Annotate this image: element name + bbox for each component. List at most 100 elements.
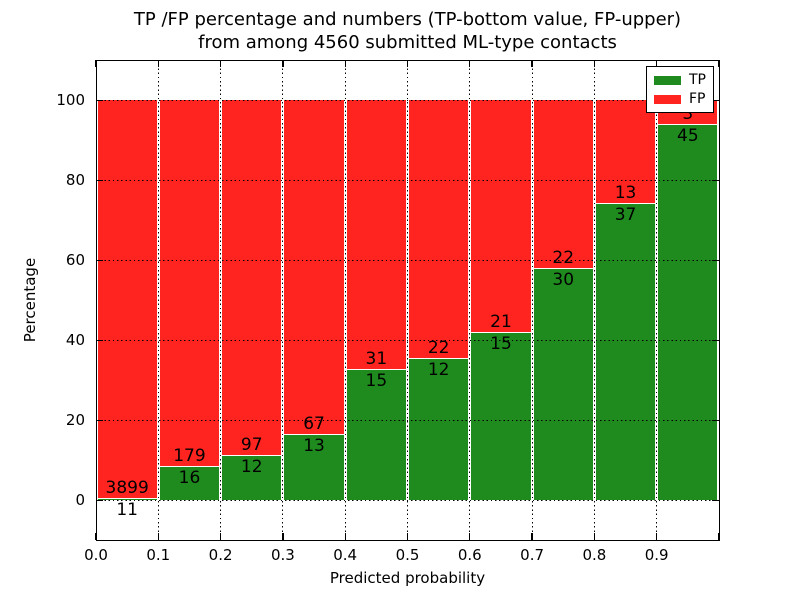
- y-tick-left-60: [96, 260, 103, 262]
- bar-label-fp-0.1-0.2: 179: [173, 446, 206, 467]
- bar-label-tp-0.3-0.4: 13: [303, 436, 325, 456]
- x-tick-bottom-9: [656, 533, 658, 540]
- x-tick-top-10: [718, 60, 720, 67]
- bar-tp-0.9-1.0: [658, 125, 718, 500]
- gridline-x-0.2: [220, 60, 222, 540]
- x-tick-top-0: [95, 60, 97, 67]
- y-tick-label-60: 60: [65, 251, 85, 269]
- x-tick-label-0.3: 0.3: [270, 546, 295, 564]
- legend: TP FP: [646, 66, 714, 113]
- fp-swatch-icon: [654, 94, 681, 104]
- x-tick-top-9: [656, 60, 658, 67]
- y-tick-right-20: [712, 420, 719, 422]
- bar-fp-0.1-0.2: [159, 100, 220, 467]
- x-tick-bottom-0: [95, 533, 97, 540]
- y-tick-left-20: [96, 420, 103, 422]
- gridline-y-60: [96, 260, 719, 261]
- gridline-y-100: [96, 100, 719, 101]
- y-tick-right-100: [712, 100, 719, 102]
- y-tick-label-0: 0: [75, 491, 85, 509]
- y-tick-right-80: [712, 180, 719, 182]
- x-tick-bottom-5: [406, 533, 409, 540]
- x-tick-label-0.8: 0.8: [582, 546, 607, 564]
- gridline-x-0.7: [531, 60, 533, 540]
- bar-fp-0.7-0.8: [533, 100, 593, 269]
- gridline-y-20: [96, 420, 719, 421]
- bar-label-fp-0.7-0.8: 22: [552, 248, 575, 269]
- x-tick-bottom-2: [219, 533, 222, 540]
- bar-fp-0.4-0.5: [346, 100, 406, 369]
- gridline-y-80: [96, 180, 719, 181]
- bar-label-tp-0.5-0.6: 12: [427, 359, 450, 380]
- legend-label-fp: FP: [689, 91, 706, 107]
- gridline-x-0.9: [656, 60, 658, 540]
- bar-tp-0.3-0.4: [284, 435, 344, 500]
- x-tick-bottom-10: [718, 533, 720, 540]
- y-tick-right-60: [712, 260, 719, 262]
- bar-label-fp-0.4-0.5: 31: [365, 348, 388, 369]
- x-tick-bottom-7: [531, 533, 533, 540]
- x-tick-bottom-4: [344, 533, 346, 540]
- y-tick-label-40: 40: [65, 331, 85, 349]
- x-tick-top-2: [219, 60, 222, 67]
- x-tick-bottom-3: [282, 533, 284, 540]
- x-tick-label-0.1: 0.1: [146, 546, 171, 564]
- bar-label-tp-0.6-0.7: 15: [490, 334, 512, 355]
- bar-fp-0.6-0.7: [471, 100, 531, 333]
- bar-label-tp-0.4-0.5: 15: [365, 370, 388, 391]
- gridline-x-0.4: [344, 60, 346, 540]
- x-tick-top-3: [282, 60, 284, 67]
- bar-label-fp-0.0-0.1: 3899: [105, 477, 149, 498]
- bar-label-tp-0.1-0.2: 16: [178, 468, 201, 489]
- y-axis-label: Percentage: [21, 257, 39, 343]
- gridline-x-0.6: [469, 60, 471, 540]
- x-tick-top-1: [157, 60, 159, 67]
- x-tick-label-0.0: 0.0: [84, 546, 108, 564]
- legend-item-fp: FP: [654, 91, 706, 107]
- bar-label-fp-0.8-0.9: 13: [614, 183, 637, 203]
- bar-label-fp-0.5-0.6: 22: [427, 337, 450, 358]
- y-tick-label-80: 80: [65, 171, 85, 189]
- x-tick-label-0.4: 0.4: [333, 546, 358, 564]
- x-tick-bottom-1: [157, 533, 159, 540]
- gridline-y-0: [96, 500, 719, 501]
- tp-swatch-icon: [654, 75, 681, 85]
- gridline-x-0.3: [282, 60, 284, 540]
- x-tick-label-0.6: 0.6: [457, 546, 482, 564]
- bar-label-tp-0.7-0.8: 30: [552, 270, 575, 291]
- bar-label-fp-0.9-1.0: 3: [682, 104, 694, 124]
- x-axis-label: Predicted probability: [329, 569, 486, 587]
- x-tick-bottom-6: [469, 533, 471, 540]
- bar-tp-0.7-0.8: [533, 269, 593, 500]
- bar-fp-0.2-0.3: [222, 100, 282, 455]
- gridline-x-0.8: [593, 60, 595, 540]
- y-tick-left-100: [96, 100, 103, 102]
- bar-label-tp-0.9-1.0: 45: [677, 126, 699, 146]
- bar-fp-0.0-0.1: [97, 100, 157, 498]
- bar-tp-0.2-0.3: [222, 455, 282, 500]
- bar-label-tp-0.0-0.1: 11: [116, 499, 138, 520]
- bar-tp-0.0-0.1: [97, 498, 157, 500]
- bar-tp-0.4-0.5: [346, 369, 406, 500]
- x-tick-label-0.7: 0.7: [520, 546, 545, 564]
- y-tick-label-100: 100: [56, 91, 85, 109]
- y-tick-right-0: [712, 500, 719, 502]
- chart-title-line2: from among 4560 submitted ML-type contac…: [198, 32, 617, 53]
- bar-tp-0.5-0.6: [409, 358, 469, 500]
- x-tick-top-4: [344, 60, 346, 67]
- x-tick-top-6: [469, 60, 471, 67]
- y-tick-label-20: 20: [65, 411, 85, 429]
- bar-tp-0.8-0.9: [595, 204, 656, 500]
- x-tick-label-0.5: 0.5: [395, 546, 420, 564]
- x-tick-top-5: [406, 60, 409, 67]
- x-tick-bottom-8: [593, 533, 596, 540]
- legend-label-tp: TP: [689, 72, 706, 88]
- x-tick-label-0.2: 0.2: [208, 546, 233, 564]
- bar-label-fp-0.2-0.3: 97: [240, 434, 263, 455]
- y-tick-left-80: [96, 180, 103, 182]
- bar-tp-0.1-0.2: [159, 467, 220, 500]
- x-tick-label-0.9: 0.9: [644, 546, 669, 564]
- chart-title: TP /FP percentage and numbers (TP-bottom…: [96, 8, 719, 54]
- legend-item-tp: TP: [654, 72, 706, 88]
